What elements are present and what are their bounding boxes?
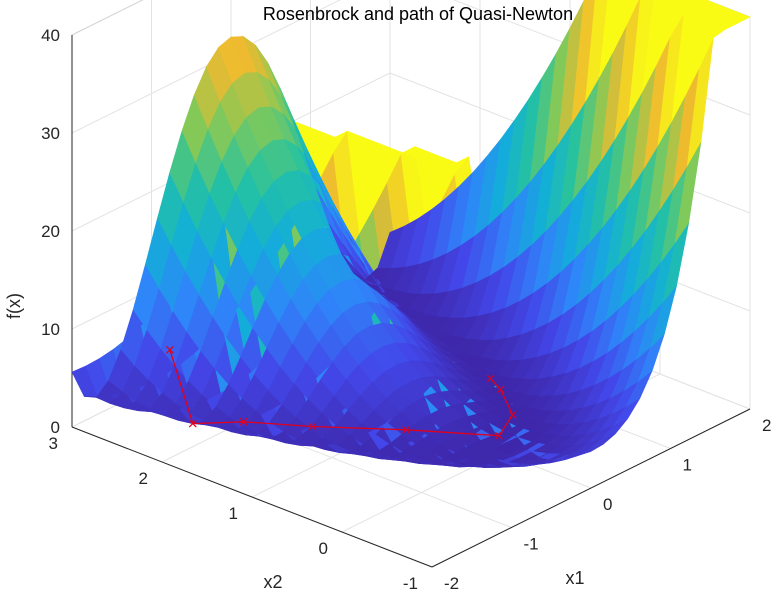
- x1-tick-label: -2: [444, 574, 459, 593]
- path-marker: [494, 431, 503, 440]
- x2-tick-label: 0: [319, 539, 328, 558]
- x2-axis-label: x2: [263, 572, 282, 592]
- path-marker: [496, 385, 505, 394]
- z-tick-label: 40: [41, 26, 60, 45]
- path-marker: [402, 425, 411, 434]
- x2-tick-label: -1: [403, 574, 418, 593]
- z-axis-label: f(x): [4, 293, 24, 319]
- path-marker: [188, 419, 197, 428]
- x1-tick-label: -1: [524, 535, 539, 554]
- tick-labels: 0 10 20 30 40 -2 -1 0 1 2 -1 0 1 2 3: [41, 26, 771, 593]
- z-tick-label: 30: [41, 124, 60, 143]
- path-marker: [166, 345, 174, 354]
- surface-facet: [626, 0, 639, 25]
- surface-facet: [723, 11, 751, 24]
- x2-axis-line: [71, 426, 433, 568]
- surface-facet: [677, 0, 687, 2]
- path-marker: [308, 422, 317, 431]
- optimizer-path: [166, 345, 517, 440]
- box-edge: [71, 0, 144, 36]
- path-marker: [239, 417, 248, 426]
- x1-axis-line: [431, 408, 751, 568]
- x1-tick-label: 1: [683, 456, 692, 475]
- z-tick-label: 20: [41, 222, 60, 241]
- path-marker: [486, 374, 495, 383]
- x1-tick-label: 0: [603, 495, 612, 514]
- rosenbrock-surface: [71, 0, 751, 468]
- z-tick-label: 10: [41, 320, 60, 339]
- x2-tick-label: 1: [229, 504, 238, 523]
- z-tick-label: 0: [51, 418, 60, 437]
- x1-tick-label: 2: [762, 416, 771, 435]
- x1-axis-label: x1: [565, 568, 584, 588]
- surface-facet: [612, 0, 634, 52]
- x2-tick-label: 3: [49, 434, 58, 453]
- surface-facet: [599, 0, 622, 78]
- x2-tick-label: 2: [139, 469, 148, 488]
- path-marker: [508, 410, 517, 419]
- chart-title: Rosenbrock and path of Quasi-Newton: [263, 4, 573, 24]
